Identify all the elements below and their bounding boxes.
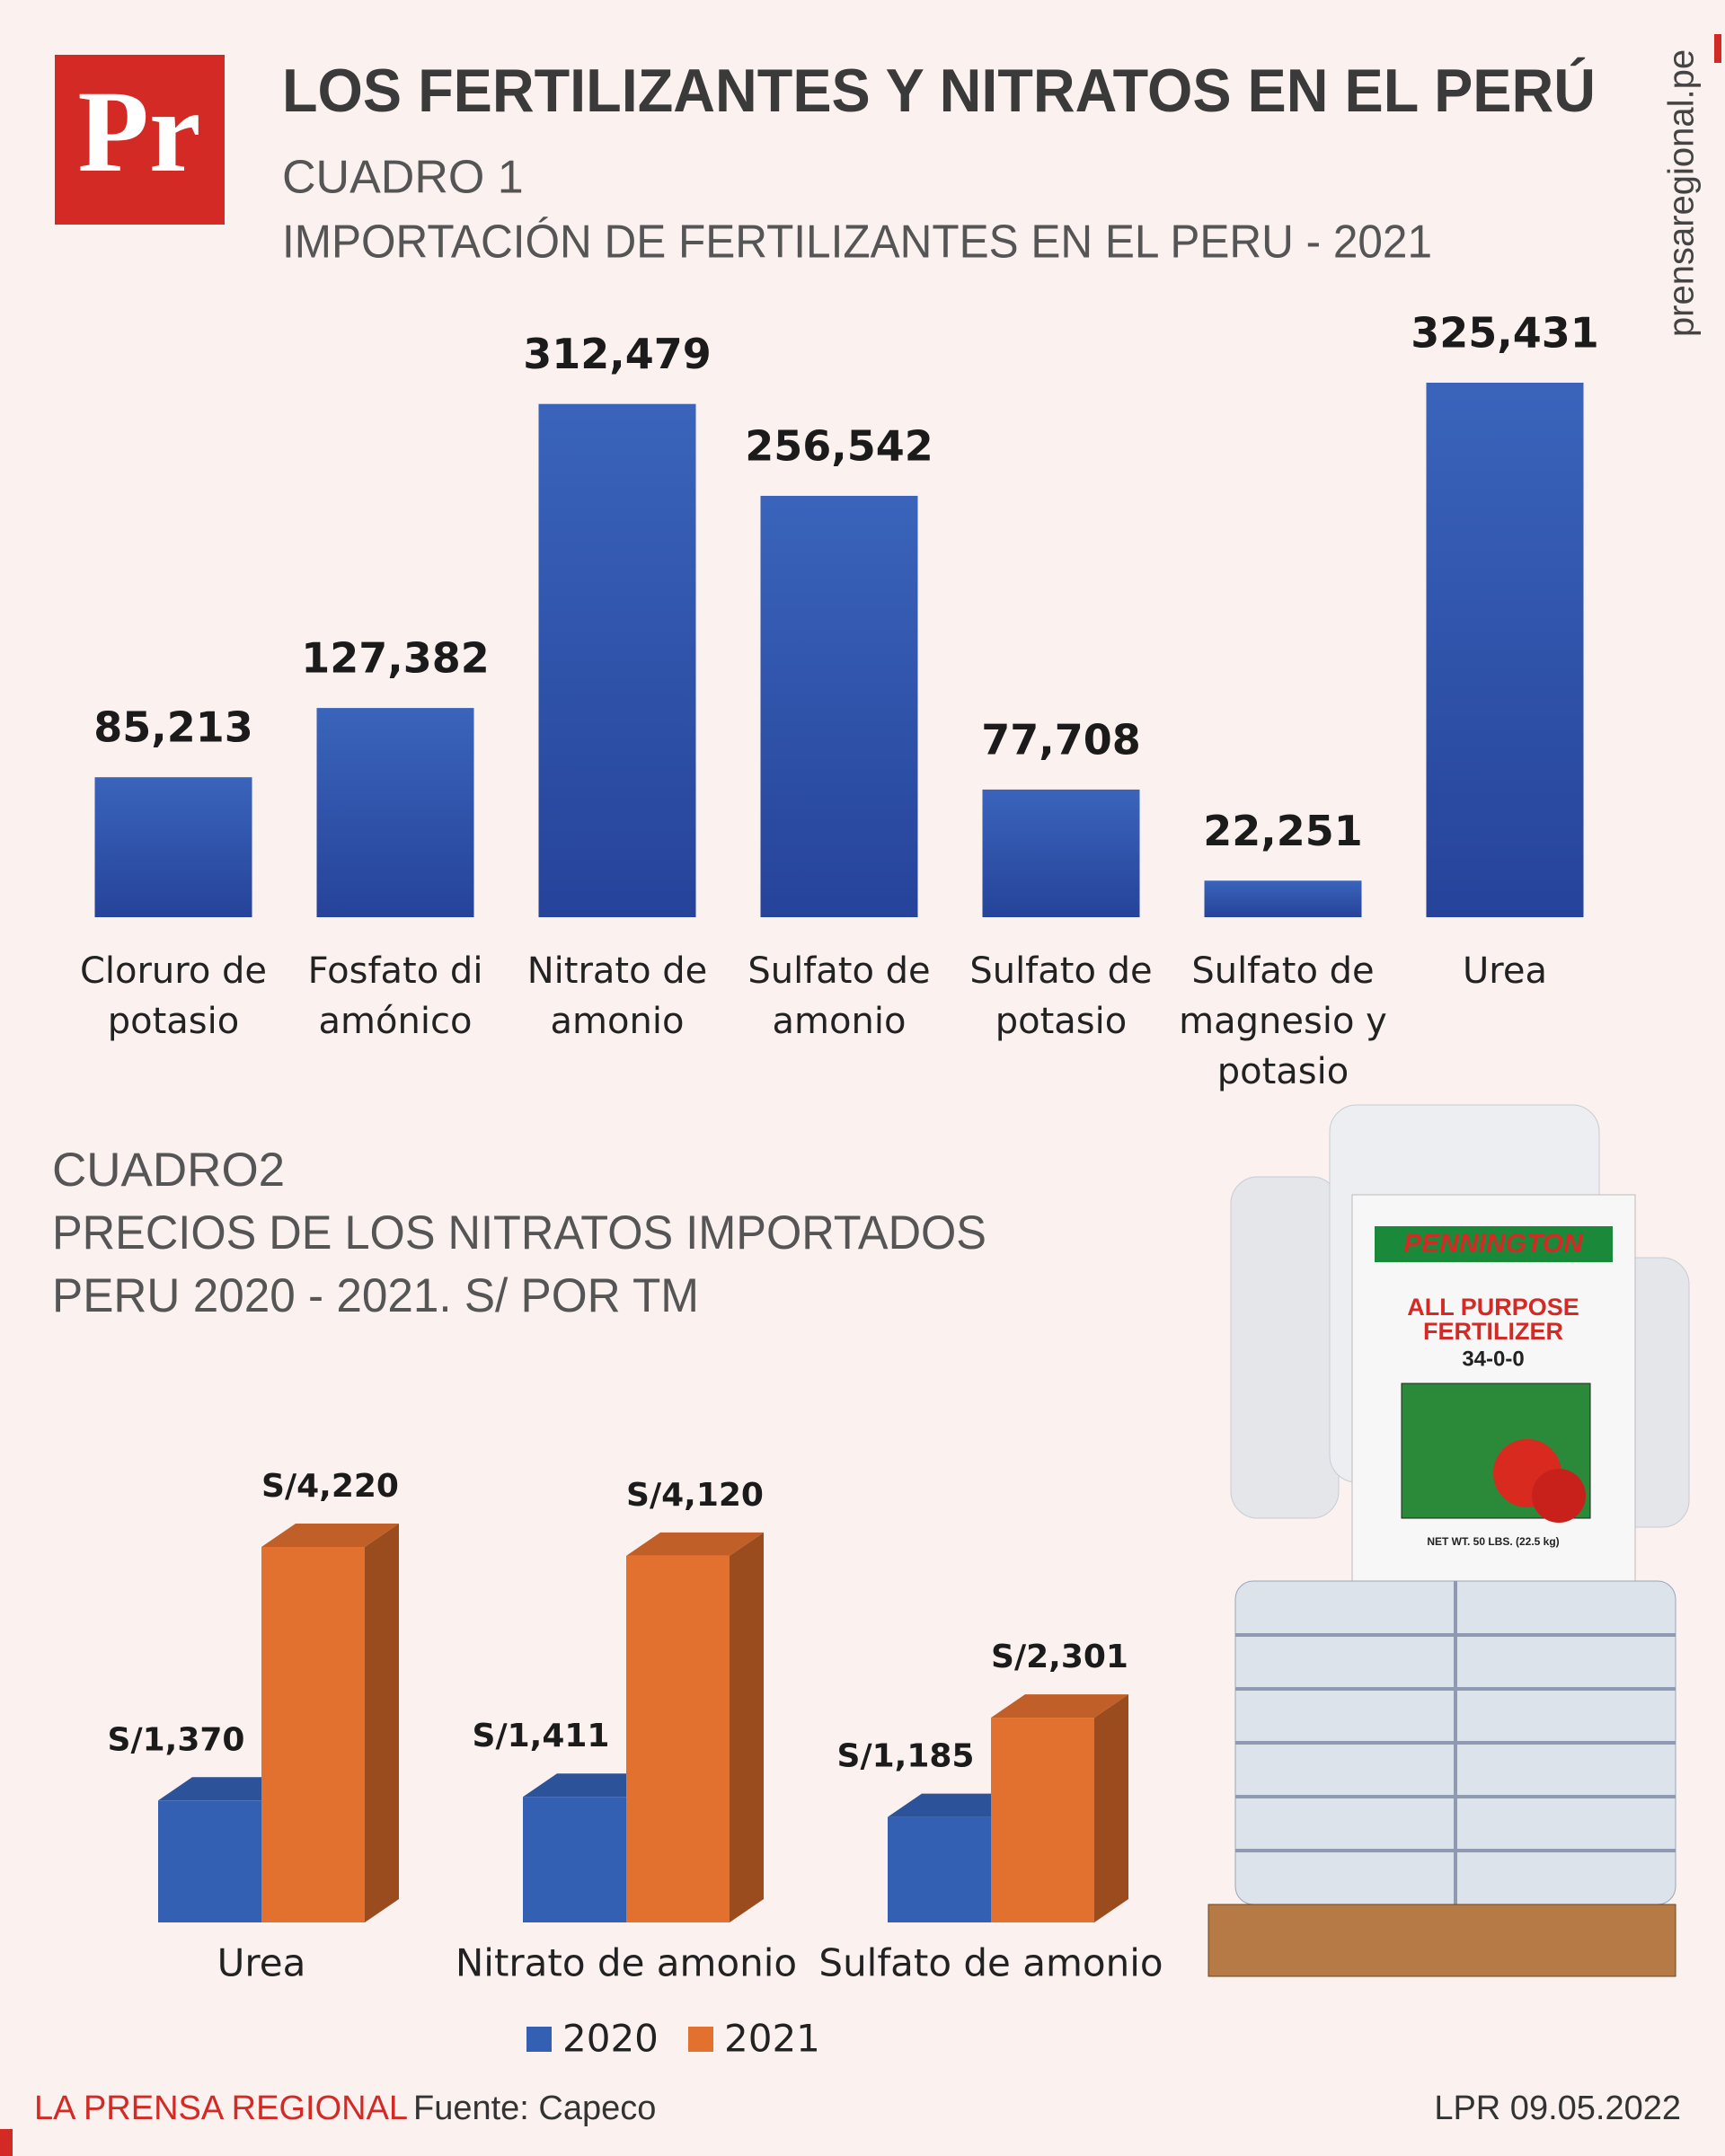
value-label: S/4,120 — [626, 1477, 764, 1514]
value-label: 22,251 — [1203, 807, 1363, 855]
source: Fuente: Capeco — [413, 2090, 656, 2127]
x-tick-label: Cloruro de potasio — [79, 950, 268, 1042]
sack-seams — [1235, 1581, 1676, 1904]
x-tick-label: Sulfato de potasio — [969, 950, 1153, 1042]
x-tick-label: Sulfato de amonio — [818, 1941, 1163, 1985]
bar — [626, 1555, 730, 1922]
bar-top — [158, 1777, 296, 1801]
bar-side — [1094, 1694, 1128, 1922]
subtitle: CUADRO 1 — [282, 152, 524, 204]
bar — [538, 403, 696, 917]
x-tick-label: Nitrato de amonio — [456, 1941, 797, 1985]
legend-swatch — [688, 2027, 713, 2052]
legend-label: 2020 — [562, 2017, 659, 2061]
x-tick-label: Sulfato de magnesio y potasio — [1179, 950, 1387, 1092]
x-tick-label: Urea — [1463, 950, 1547, 992]
bar — [261, 1547, 365, 1922]
title: LOS FERTILIZANTES Y NITRATOS EN EL PERÚ — [282, 57, 1596, 125]
publisher: LA PRENSA REGIONAL — [34, 2090, 408, 2127]
bar — [991, 1718, 1094, 1922]
legend-label: 2021 — [724, 2017, 820, 2061]
subtitle: IMPORTACIÓN DE FERTILIZANTES EN EL PERU … — [282, 216, 1432, 269]
bar — [888, 1816, 991, 1922]
value-label: 127,382 — [301, 634, 490, 683]
accent — [1714, 34, 1721, 63]
bar-side — [365, 1524, 399, 1922]
bar — [1426, 383, 1584, 917]
subtitle: CUADRO2 — [52, 1144, 285, 1197]
bar — [982, 789, 1140, 917]
x-tick-label: Sulfato de amonio — [748, 950, 931, 1042]
bar — [1204, 880, 1362, 917]
bar-top — [523, 1773, 660, 1798]
sack — [1230, 1176, 1340, 1519]
bar-top — [888, 1793, 1025, 1817]
value-label: S/1,185 — [837, 1738, 975, 1775]
illustration: PENNINGTON ALL PURPOSE FERTILIZER 34-0-0… — [1208, 1104, 1690, 1977]
value-label: S/2,301 — [991, 1639, 1128, 1675]
bar — [94, 777, 252, 917]
legend-swatch — [526, 2027, 552, 2052]
bar-top — [261, 1524, 399, 1547]
value-label: 312,479 — [523, 330, 712, 378]
subtitle: PRECIOS DE LOS NITRATOS IMPORTADOS — [52, 1206, 986, 1259]
x-tick-label: Nitrato de amonio — [526, 950, 708, 1042]
value-label: S/4,220 — [261, 1468, 399, 1505]
x-tick-label: Fosfato di amónico — [307, 950, 483, 1042]
bar — [523, 1797, 626, 1922]
weight: NET WT. 50 LBS. (22.5 kg) — [1427, 1535, 1559, 1548]
date: LPR 09.05.2022 — [1434, 2090, 1681, 2127]
subtitle: PERU 2020 - 2021. S/ POR TM — [52, 1269, 699, 1322]
bar — [760, 495, 918, 917]
formula: 34-0-0 — [1462, 1347, 1524, 1371]
bar-top — [991, 1694, 1128, 1719]
value-label: 325,431 — [1411, 309, 1599, 358]
value-label: 77,708 — [981, 715, 1141, 764]
bar — [316, 708, 474, 917]
product: ALL PURPOSE — [1407, 1294, 1579, 1321]
logo: Pr — [77, 67, 200, 197]
site: prensaregional.pe — [1662, 49, 1702, 337]
bar — [158, 1800, 261, 1922]
accent — [0, 2129, 13, 2156]
value-label: S/1,370 — [108, 1721, 245, 1758]
value-label: S/1,411 — [473, 1718, 610, 1754]
label-band — [1375, 1226, 1613, 1262]
tomato — [1532, 1469, 1586, 1523]
pallet — [1208, 1904, 1676, 1977]
product: FERTILIZER — [1423, 1318, 1563, 1345]
bar-top — [626, 1532, 764, 1556]
value-label: 85,213 — [93, 703, 253, 752]
bar-side — [730, 1532, 764, 1922]
brand: PENNINGTON — [1403, 1229, 1584, 1259]
x-tick-label: Urea — [217, 1941, 306, 1985]
logo-box — [55, 55, 225, 225]
value-label: 256,542 — [745, 421, 933, 470]
